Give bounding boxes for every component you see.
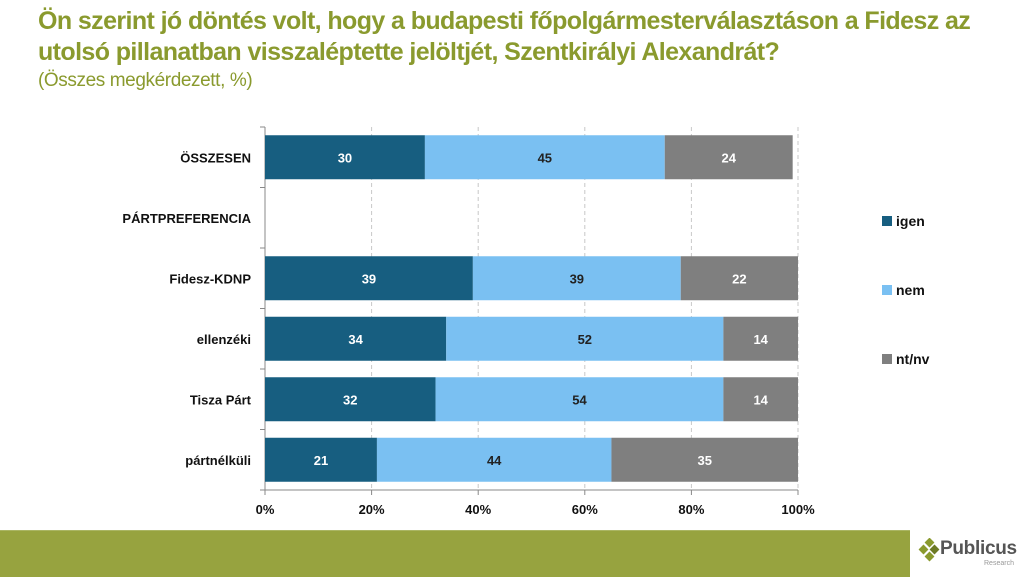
data-label: 44 xyxy=(487,453,502,468)
category-label: ellenzéki xyxy=(197,332,251,347)
bar-segment-nt-nv xyxy=(723,316,798,361)
category-label: Fidesz-KDNP xyxy=(169,271,251,286)
publicus-logo: Publicus Research xyxy=(918,538,1024,574)
data-label: 52 xyxy=(578,332,592,347)
data-label: 39 xyxy=(362,271,376,286)
category-label: Tisza Párt xyxy=(190,392,252,407)
x-tick-label: 100% xyxy=(781,502,815,517)
data-label: 30 xyxy=(338,150,352,165)
bar-segment-nt-nv xyxy=(664,135,793,180)
legend-label: nem xyxy=(896,282,925,298)
x-tick-label: 40% xyxy=(465,502,491,517)
data-label: 34 xyxy=(348,332,363,347)
data-label: 45 xyxy=(538,150,552,165)
bar-segment-igen xyxy=(265,377,436,422)
bar-segment-igen xyxy=(265,316,447,361)
bar-segment-igen xyxy=(265,437,377,482)
data-label: 32 xyxy=(343,392,357,407)
x-tick-label: 20% xyxy=(359,502,385,517)
bar-segment-igen xyxy=(265,135,425,180)
footer-band xyxy=(0,530,910,577)
publicus-logo-text: Publicus xyxy=(940,538,1017,559)
bar-segment-nt-nv xyxy=(611,437,798,482)
data-label: 21 xyxy=(314,453,328,468)
publicus-logo-icon xyxy=(918,538,940,562)
legend-swatch-nem xyxy=(882,285,892,295)
x-tick-label: 80% xyxy=(678,502,704,517)
category-label: PÁRTPREFERENCIA xyxy=(122,211,251,226)
x-tick-label: 60% xyxy=(572,502,598,517)
bar-segment-nt-nv xyxy=(723,377,798,422)
bar-segment-nem xyxy=(446,316,724,361)
data-label: 14 xyxy=(753,392,768,407)
data-label: 22 xyxy=(732,271,746,286)
publicus-logo-subtext: Research xyxy=(984,560,1014,567)
data-label: 54 xyxy=(572,392,587,407)
legend-label: nt/nv xyxy=(896,351,930,367)
chart-subtitle: (Összes megkérdezett, %) xyxy=(38,70,253,91)
legend-swatch-igen xyxy=(882,216,892,226)
bar-segment-nem xyxy=(472,256,681,301)
bar-segment-nem xyxy=(435,377,724,422)
bar-segment-nem xyxy=(376,437,612,482)
bar-segment-igen xyxy=(265,256,473,301)
category-label: pártnélküli xyxy=(185,453,251,468)
data-label: 24 xyxy=(721,150,736,165)
bar-segment-nt-nv xyxy=(680,256,798,301)
data-label: 39 xyxy=(570,271,584,286)
data-label: 35 xyxy=(697,453,711,468)
x-tick-label: 0% xyxy=(256,502,275,517)
legend-label: igen xyxy=(896,213,925,229)
bar-segment-nem xyxy=(424,135,665,180)
data-label: 14 xyxy=(753,332,768,347)
category-label: ÖSSZESEN xyxy=(180,150,251,165)
chart-title: Ön szerint jó döntés volt, hogy a budape… xyxy=(38,7,971,66)
legend-swatch-nt-nv xyxy=(882,354,892,364)
